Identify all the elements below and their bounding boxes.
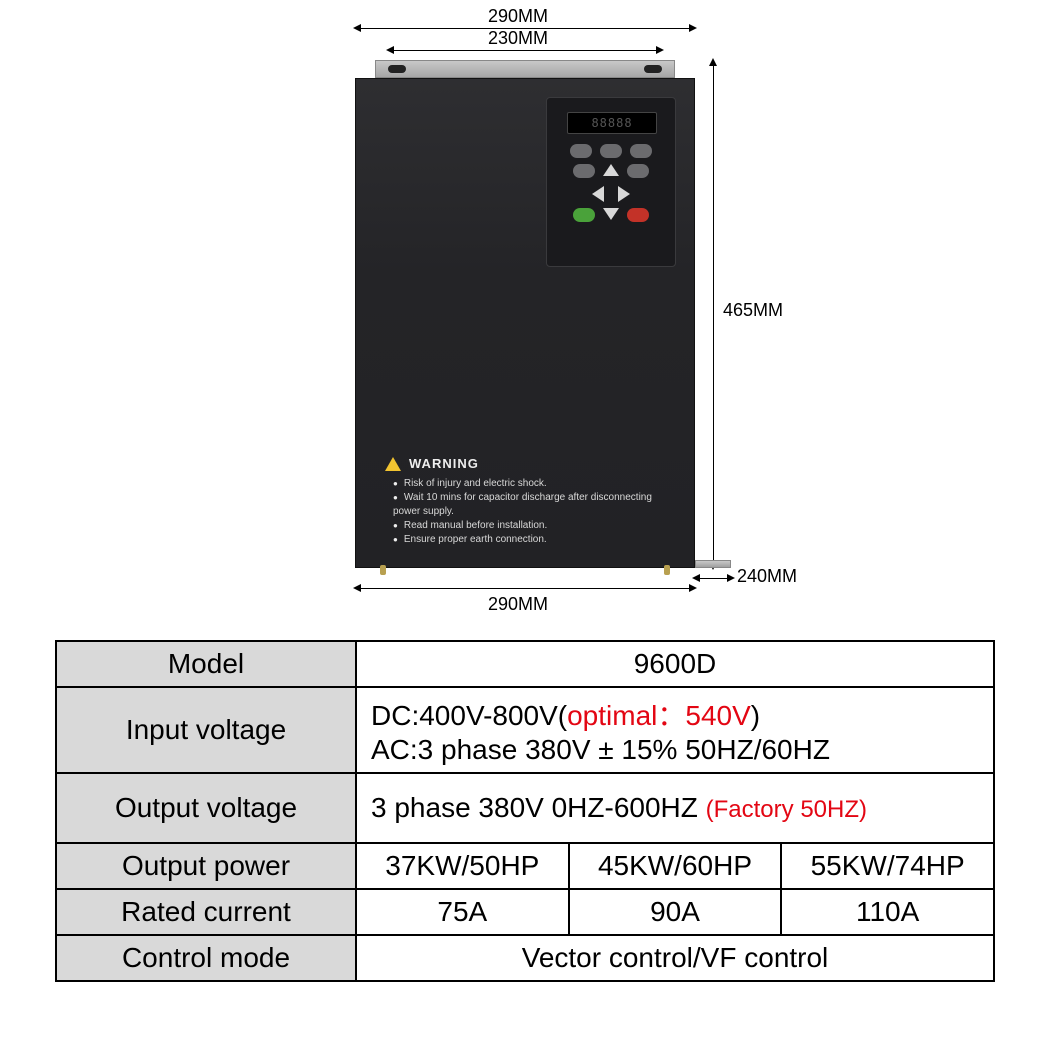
dim-height: 465MM [723,300,783,321]
mounting-foot [664,565,670,575]
spec-label: Rated current [56,889,356,935]
spec-label: Input voltage [56,687,356,773]
mount-plate [375,60,675,78]
warning-label: WARNING Risk of injury and electric shoc… [385,455,665,547]
dim-arrow [709,58,717,66]
table-row: Output power 37KW/50HP 45KW/60HP 55KW/74… [56,843,994,889]
output-voltage-main: 3 phase 380V 0HZ-600HZ [371,792,706,823]
spec-value: Vector control/VF control [356,935,994,981]
side-plate [695,560,731,568]
dim-arrow [353,24,361,32]
input-dc-suffix: ) [751,700,760,731]
dim-top-inner: 230MM [488,28,548,49]
spec-label: Model [56,641,356,687]
table-row: Output voltage 3 phase 380V 0HZ-600HZ (F… [56,773,994,843]
lcd-display: 88888 [567,112,657,134]
keypad-button[interactable] [630,144,652,158]
spec-value: 45KW/60HP [569,843,782,889]
keypad-left-icon[interactable] [592,186,604,202]
table-row: Input voltage DC:400V-800V(optimal：540V)… [56,687,994,773]
spec-value: 9600D [356,641,994,687]
keypad-button[interactable] [570,144,592,158]
dim-arrow [689,24,697,32]
dim-arrow [692,574,700,582]
dim-top-outer: 290MM [488,6,548,27]
spec-value: 75A [356,889,569,935]
mounting-foot [380,565,386,575]
table-row: Model 9600D [56,641,994,687]
warning-icon [385,457,401,471]
dim-bottom: 290MM [488,594,548,615]
keypad-button[interactable] [573,164,595,178]
dim-arrow [689,584,697,592]
table-row: Control mode Vector control/VF control [56,935,994,981]
input-dc-optimal: optimal：540V [567,700,751,731]
spec-value: 90A [569,889,782,935]
dim-line [388,50,662,51]
input-ac: AC:3 phase 380V ± 15% 50HZ/60HZ [371,734,983,766]
dim-arrow [656,46,664,54]
keypad-button[interactable] [627,164,649,178]
spec-table: Model 9600D Input voltage DC:400V-800V(o… [55,640,995,982]
keypad-right-icon[interactable] [618,186,630,202]
spec-label: Control mode [56,935,356,981]
warning-line: Wait 10 mins for capacitor discharge aft… [393,491,665,519]
warning-line: Risk of injury and electric shock. [393,477,665,491]
keypad-button[interactable] [600,144,622,158]
dim-arrow [727,574,735,582]
warning-title-text: WARNING [409,455,479,473]
output-voltage-note: (Factory 50HZ) [706,796,867,823]
dim-arrow [386,46,394,54]
dim-arrow [353,584,361,592]
dim-depth: 240MM [737,566,797,587]
device-chassis: 88888 [355,78,695,568]
stop-button[interactable] [627,208,649,222]
warning-line: Read manual before installation. [393,519,665,533]
dim-line [695,578,731,579]
spec-value: 37KW/50HP [356,843,569,889]
spec-value: 3 phase 380V 0HZ-600HZ (Factory 50HZ) [356,773,994,843]
spec-label: Output voltage [56,773,356,843]
dim-line [355,588,695,589]
product-diagram: 290MM 230MM 88888 [245,10,805,620]
spec-value: 55KW/74HP [781,843,994,889]
spec-value: DC:400V-800V(optimal：540V) AC:3 phase 38… [356,687,994,773]
spec-label: Output power [56,843,356,889]
table-row: Rated current 75A 90A 110A [56,889,994,935]
run-button[interactable] [573,208,595,222]
warning-line: Ensure proper earth connection. [393,533,665,547]
control-keypad: 88888 [546,97,676,267]
keypad-down-icon[interactable] [603,208,619,220]
dim-line [713,60,714,568]
input-dc-prefix: DC:400V-800V( [371,700,567,731]
spec-value: 110A [781,889,994,935]
keypad-up-icon[interactable] [603,164,619,176]
